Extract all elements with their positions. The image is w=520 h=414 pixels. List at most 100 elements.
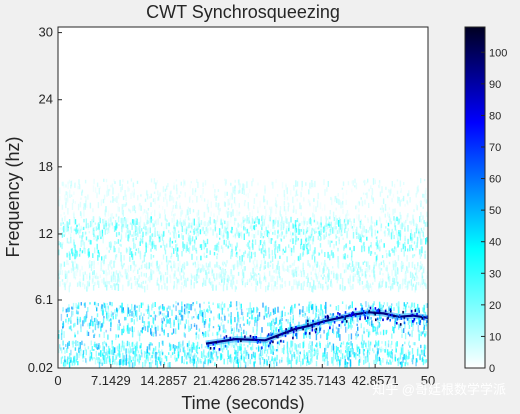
heat-cell [314, 268, 317, 275]
heat-cell [157, 196, 160, 201]
heat-cell [172, 205, 175, 210]
heat-cell [189, 328, 192, 331]
heat-cell [96, 343, 98, 349]
heat-cell [312, 266, 315, 271]
heat-cell [368, 188, 370, 192]
heat-cell [375, 236, 378, 239]
heat-cell [220, 218, 222, 223]
heat-cell [124, 358, 127, 361]
heat-cell [105, 281, 108, 286]
heat-cell [190, 285, 192, 290]
heat-cell [402, 265, 405, 269]
heat-cell [231, 193, 233, 200]
heat-cell [275, 317, 277, 324]
heat-cell [315, 328, 317, 333]
heat-cell [122, 328, 125, 334]
heat-cell [199, 263, 201, 267]
heat-cell [320, 227, 322, 231]
heat-cell [193, 323, 196, 326]
heat-cell [85, 199, 87, 202]
heat-cell [60, 357, 63, 364]
heat-cell [208, 323, 210, 328]
heat-cell [102, 322, 104, 327]
heat-cell [68, 179, 71, 184]
heat-cell [148, 321, 150, 328]
heat-cell [115, 241, 118, 244]
heat-cell [303, 197, 305, 202]
heat-cell [304, 241, 307, 248]
heat-cell [101, 362, 103, 366]
heat-cell [212, 284, 214, 291]
heat-cell [334, 222, 336, 229]
heat-cell [340, 228, 343, 234]
heat-cell [187, 344, 189, 351]
heat-cell [361, 269, 363, 273]
heat-cell [324, 236, 327, 239]
heat-cell [216, 261, 219, 268]
heat-cell [277, 247, 279, 250]
heat-cell [209, 307, 211, 312]
heat-cell [243, 233, 245, 240]
heat-cell [59, 227, 61, 230]
heat-cell [204, 279, 206, 286]
heat-cell [407, 356, 409, 360]
heat-cell [70, 194, 73, 197]
heat-cell [325, 281, 327, 284]
heat-cell [237, 352, 239, 357]
heat-cell [419, 354, 421, 361]
heat-cell [344, 317, 346, 321]
heat-cell [195, 332, 197, 335]
heat-cell [195, 228, 198, 231]
heat-cell [164, 283, 166, 290]
heat-cell [416, 265, 419, 270]
heat-cell [113, 245, 115, 253]
heat-cell [288, 358, 290, 363]
heat-cell [95, 226, 98, 231]
heat-cell [92, 275, 94, 283]
heat-cell [66, 237, 69, 244]
heat-cell [98, 333, 101, 338]
heat-cell [279, 319, 281, 325]
heat-cell [353, 320, 355, 325]
heat-cell [108, 319, 110, 322]
heat-cell [333, 321, 336, 324]
heat-cell [79, 278, 81, 283]
heat-cell [189, 230, 192, 233]
heat-cell [133, 242, 135, 249]
heat-cell [389, 308, 392, 311]
heat-cell [252, 260, 255, 265]
heat-cell [59, 263, 61, 268]
heat-cell [351, 180, 353, 184]
heat-cell [354, 307, 357, 311]
heat-cell [313, 354, 315, 357]
heat-cell [150, 212, 152, 216]
heat-cell [86, 283, 89, 289]
heat-cell [305, 327, 308, 332]
heat-cell [140, 271, 143, 277]
heat-cell [258, 248, 261, 251]
heat-cell [327, 329, 330, 336]
heat-cell [322, 310, 325, 318]
heat-cell [377, 309, 379, 312]
heat-cell [337, 312, 339, 315]
heat-cell [150, 273, 152, 281]
heat-cell [387, 195, 389, 199]
heat-cell [108, 281, 111, 285]
heat-cell [111, 341, 113, 349]
heat-cell [396, 281, 399, 287]
heat-cell [84, 344, 86, 347]
heat-cell [171, 240, 174, 244]
heat-cell [292, 238, 294, 245]
heat-cell [248, 220, 251, 224]
heat-cell [77, 343, 79, 346]
heat-cell [202, 239, 205, 244]
heat-cell [408, 318, 410, 325]
heat-cell [301, 309, 303, 313]
heat-cell [264, 343, 266, 350]
heat-cell [309, 358, 312, 365]
heat-cell [133, 237, 135, 244]
heat-cell [265, 305, 267, 312]
heat-cell [222, 284, 225, 292]
heat-cell [325, 306, 327, 314]
heat-cell [157, 325, 159, 331]
